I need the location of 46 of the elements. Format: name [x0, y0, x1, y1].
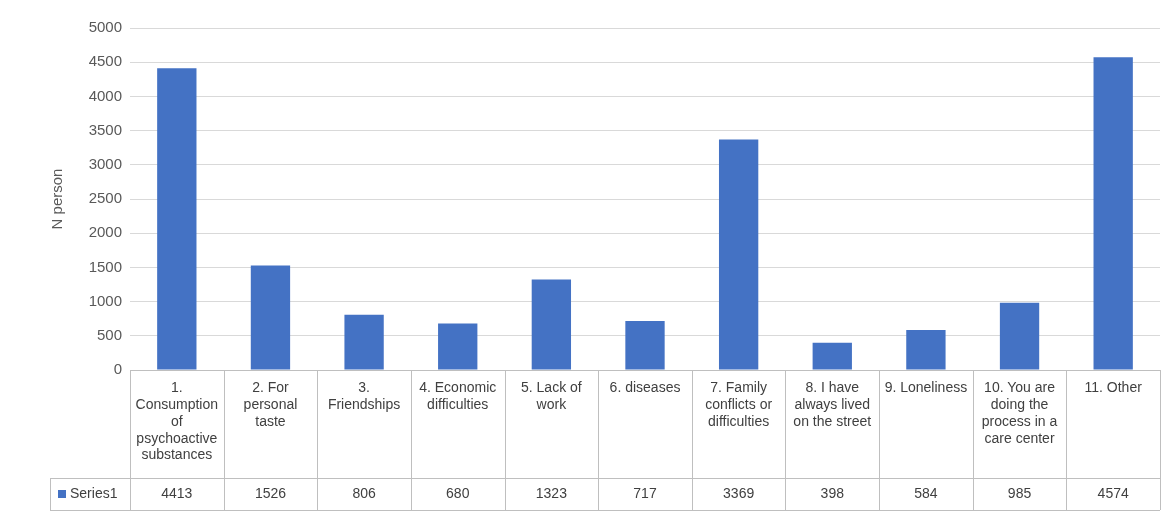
x-tick-label: 9. Loneliness	[884, 379, 968, 396]
bar	[999, 302, 1040, 370]
data-label: 584	[914, 484, 938, 501]
bar	[718, 139, 759, 370]
bar	[250, 265, 291, 370]
y-tick-label: 4000	[88, 86, 122, 104]
y-tick-label: 1500	[88, 257, 122, 275]
y-axis-title: N person	[48, 168, 66, 230]
data-label: 1323	[535, 484, 568, 501]
legend-label: Series1	[70, 484, 118, 501]
x-tick-label: 2. For personal taste	[243, 379, 298, 429]
bar	[157, 68, 197, 370]
y-tick-label: 5000	[88, 18, 122, 36]
bar	[906, 330, 946, 370]
x-tick-label: 8. I have always lived on the street	[793, 379, 872, 429]
x-tick-label: 3. Friendships	[327, 379, 401, 413]
y-tick-label: 2000	[88, 223, 122, 241]
bar	[625, 320, 665, 370]
data-label: 398	[820, 484, 845, 501]
bar	[812, 342, 852, 370]
bar	[1093, 57, 1133, 370]
data-label: 4574	[1097, 484, 1129, 501]
y-tick-label: 3000	[88, 154, 122, 172]
bar	[531, 279, 572, 370]
data-label: 717	[633, 484, 657, 501]
y-tick-label: 2500	[88, 189, 122, 207]
x-tick-label: 11. Other	[1084, 379, 1143, 396]
x-tick-label: 4. Economic difficulties	[419, 379, 497, 413]
x-tick-label: 7. Family conflicts or difficulties	[705, 379, 773, 429]
x-tick-label: 1. Consumption of psychoactive substances	[135, 379, 219, 463]
bar	[438, 323, 478, 370]
data-label: 806	[352, 484, 376, 501]
y-tick-label: 1000	[88, 291, 122, 309]
x-tick-label: 10. You are doing the process in a care center	[981, 379, 1058, 446]
data-label: 1526	[254, 484, 287, 501]
y-tick-label: 4500	[88, 52, 122, 70]
data-label: 680	[446, 484, 470, 501]
y-tick-label: 3500	[88, 120, 122, 138]
data-label: 4413	[161, 484, 193, 501]
x-tick-label: 5. Lack of work	[521, 379, 582, 413]
x-tick-label: 6. diseases	[609, 379, 681, 396]
bar	[344, 314, 384, 370]
data-label: 3369	[723, 484, 755, 501]
data-label: 985	[1007, 484, 1032, 501]
y-tick-label: 500	[96, 325, 122, 343]
y-tick-label: 0	[113, 360, 122, 378]
